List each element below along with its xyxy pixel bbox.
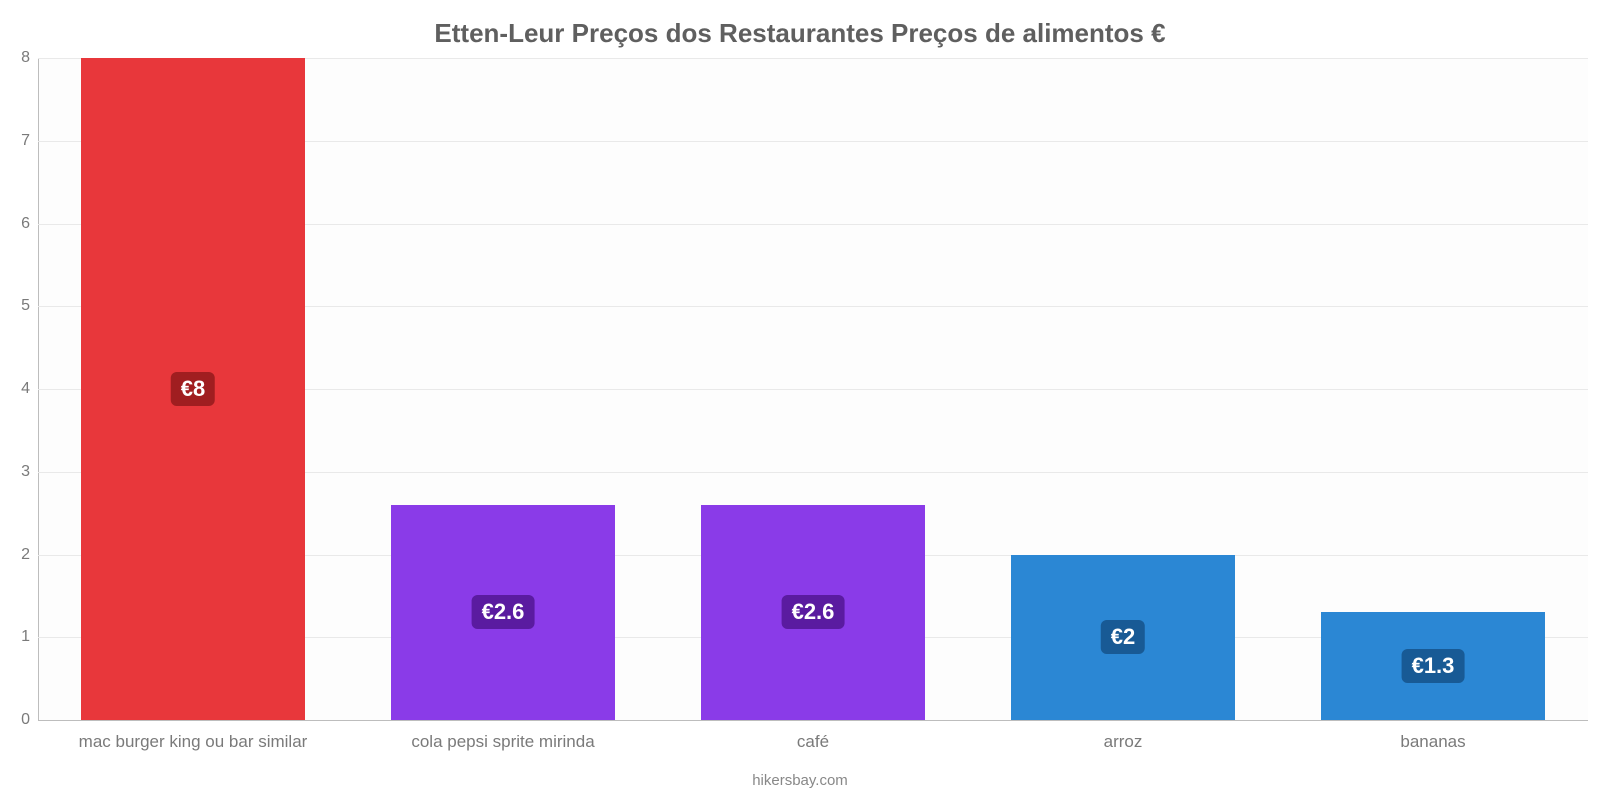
bar-slot: €8 — [38, 58, 348, 720]
bar: €1.3 — [1321, 612, 1544, 720]
bar-slot: €2 — [968, 58, 1278, 720]
bar: €8 — [81, 58, 304, 720]
bar: €2.6 — [391, 505, 614, 720]
y-tick: 8 — [21, 49, 38, 67]
bar-slot: €2.6 — [348, 58, 658, 720]
bar-value-label: €2.6 — [782, 595, 845, 629]
bar-value-label: €2 — [1101, 620, 1145, 654]
bar: €2 — [1011, 555, 1234, 721]
price-bar-chart: Etten-Leur Preços dos Restaurantes Preço… — [0, 0, 1600, 800]
y-tick: 2 — [21, 546, 38, 564]
bar-slot: €1.3 — [1278, 58, 1588, 720]
bar: €2.6 — [701, 505, 924, 720]
bar-slot: €2.6 — [658, 58, 968, 720]
x-axis-labels: mac burger king ou bar similarcola pepsi… — [38, 732, 1588, 752]
bar-value-label: €2.6 — [472, 595, 535, 629]
y-tick: 5 — [21, 297, 38, 315]
y-tick: 1 — [21, 628, 38, 646]
bar-value-label: €1.3 — [1402, 649, 1465, 683]
bars-container: €8 €2.6 €2.6 €2 €1.3 — [38, 58, 1588, 720]
y-tick: 3 — [21, 463, 38, 481]
x-axis-line — [38, 720, 1588, 721]
bar-value-label: €8 — [171, 372, 215, 406]
chart-title: Etten-Leur Preços dos Restaurantes Preço… — [0, 18, 1600, 49]
y-tick: 6 — [21, 215, 38, 233]
x-axis-label: arroz — [968, 732, 1278, 752]
x-axis-label: café — [658, 732, 968, 752]
y-tick: 0 — [21, 711, 38, 729]
x-axis-label: cola pepsi sprite mirinda — [348, 732, 658, 752]
y-tick: 4 — [21, 380, 38, 398]
attribution-text: hikersbay.com — [0, 772, 1600, 789]
x-axis-label: mac burger king ou bar similar — [38, 732, 348, 752]
plot-area: 012345678 €8€2.6€2.6€2€1.3 — [38, 58, 1588, 720]
y-tick: 7 — [21, 132, 38, 150]
x-axis-label: bananas — [1278, 732, 1588, 752]
